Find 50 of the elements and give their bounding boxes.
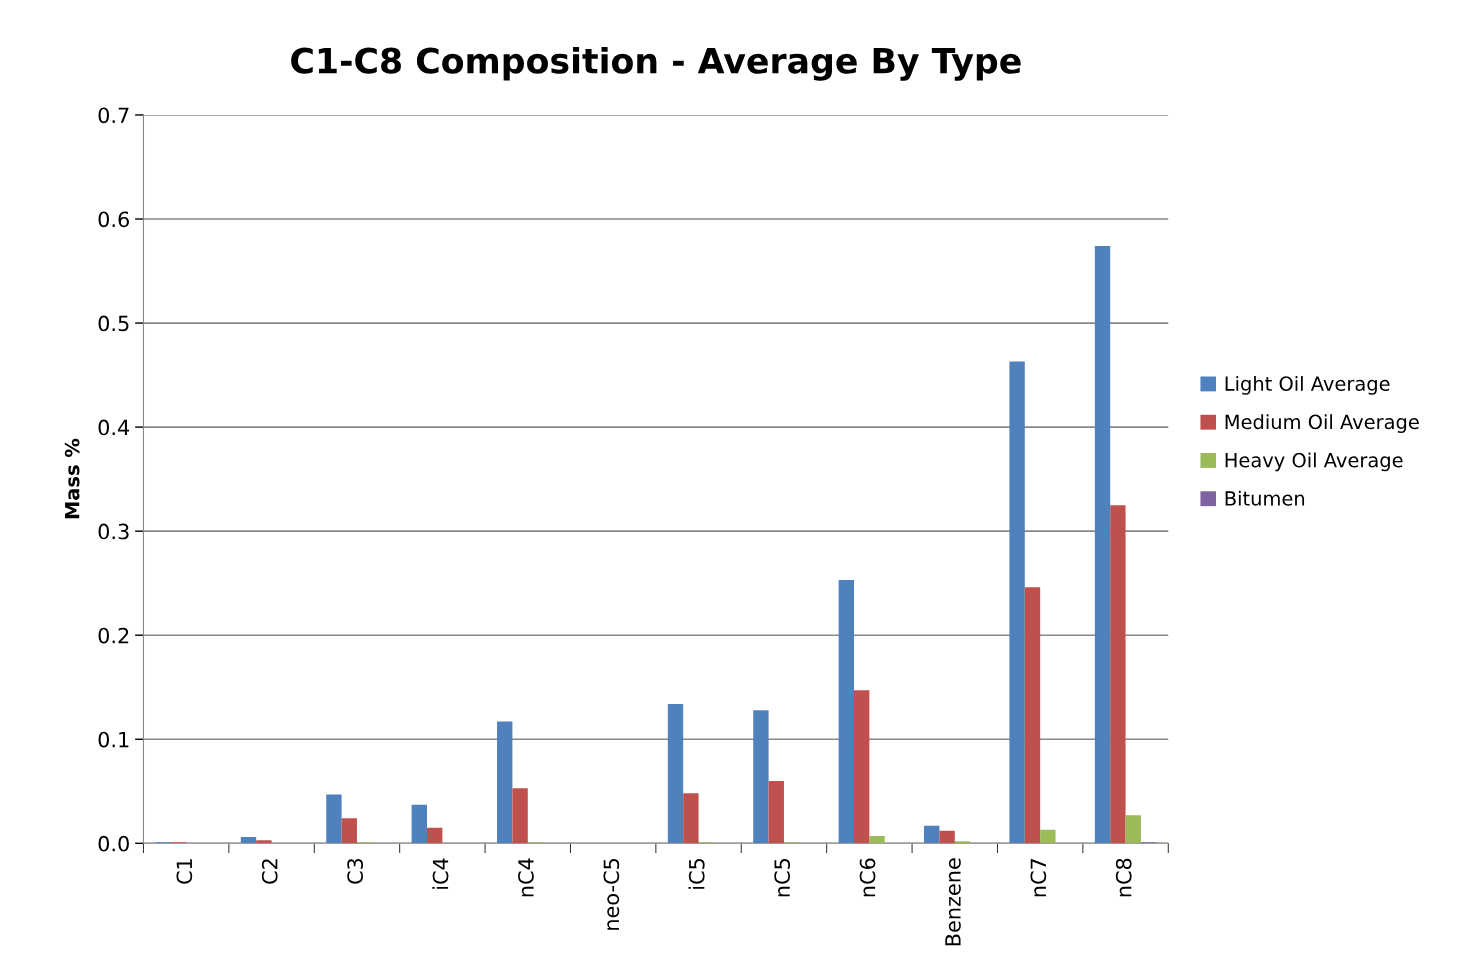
bar: [411, 804, 427, 844]
legend-label: Light Oil Average: [1225, 375, 1390, 395]
y-tick-label: 0.3: [98, 523, 129, 540]
y-tick-label: 0.1: [98, 731, 129, 748]
bar: [341, 818, 357, 844]
bar: [1125, 815, 1141, 844]
bar: [1024, 587, 1041, 844]
x-tick-label: Benzene: [945, 858, 961, 946]
legend-label: Bitumen: [1225, 490, 1305, 506]
bar: [326, 794, 342, 844]
bar: [1040, 829, 1056, 844]
bar: [1009, 361, 1025, 844]
bar: [497, 721, 513, 844]
x-tick-label: iC4: [432, 858, 449, 889]
bar: [1094, 246, 1111, 844]
x-tick-label: nC8: [1115, 858, 1132, 897]
y-tick-label: 0.0: [98, 835, 129, 852]
y-axis-title: Mass %: [64, 438, 80, 519]
bar: [838, 580, 854, 844]
y-tick-label: 0.2: [98, 627, 129, 644]
x-tick-label: nC5: [774, 859, 791, 897]
y-tick-label: 0.7: [98, 107, 129, 124]
legend-label: Heavy Oil Average: [1225, 452, 1403, 472]
y-tick-label: 0.5: [98, 315, 129, 332]
bar: [939, 830, 955, 844]
x-tick-label: C3: [347, 858, 364, 884]
bar: [954, 841, 971, 844]
bar: [924, 825, 940, 844]
y-tick-label: 0.6: [98, 211, 129, 228]
bar: [427, 827, 443, 844]
bar: [1110, 505, 1126, 844]
x-tick-label: nC4: [518, 858, 534, 897]
chart-title: C1-C8 Composition - Average By Type: [291, 46, 1021, 81]
bar: [667, 703, 684, 844]
x-tick-label: iC5: [688, 859, 705, 889]
bar: [869, 836, 885, 844]
bar: [240, 837, 257, 844]
x-tick-label: nC6: [859, 858, 876, 897]
x-tick-label: neo-C5: [603, 859, 620, 930]
y-tick-label: 0.4: [98, 419, 130, 436]
bar: [512, 788, 528, 844]
bar: [753, 710, 769, 844]
bar: [854, 690, 870, 844]
legend-label: Medium Oil Average: [1225, 414, 1419, 433]
x-tick-label: C2: [261, 859, 278, 884]
x-tick-label: nC7: [1030, 858, 1047, 897]
bar: [256, 840, 272, 844]
x-tick-label: C1: [176, 859, 193, 884]
bar: [683, 793, 699, 844]
bar: [768, 780, 784, 844]
